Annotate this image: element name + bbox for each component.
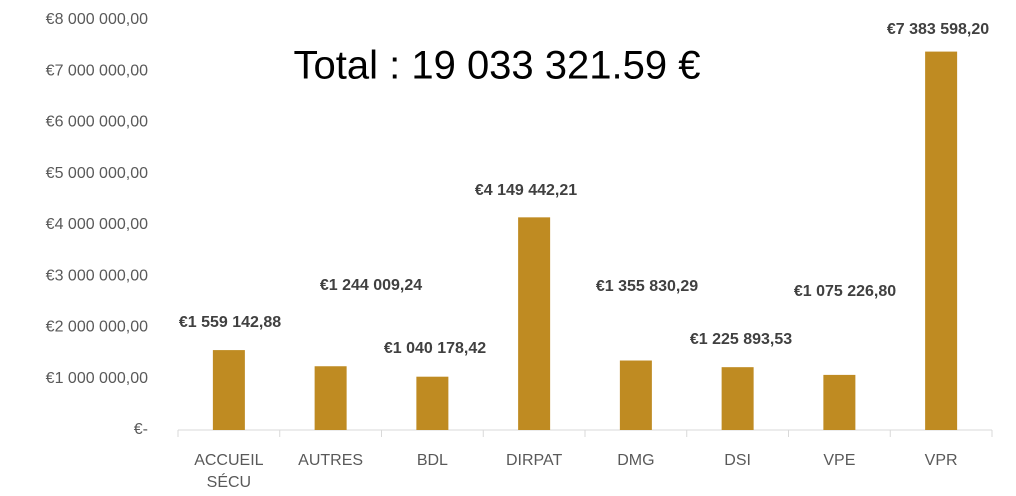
- bar: [823, 374, 856, 430]
- data-label: €1 225 893,53: [690, 331, 792, 348]
- data-label: €1 040 178,42: [384, 340, 486, 357]
- bar: [416, 376, 449, 430]
- y-tick-label: €2 000 000,00: [46, 319, 148, 336]
- bar: [212, 350, 245, 430]
- data-label: €1 244 009,24: [320, 277, 422, 294]
- x-tick-label: BDL: [416, 452, 448, 469]
- x-tick-label: DSI: [724, 452, 751, 469]
- bar: [925, 51, 958, 431]
- bar: [314, 366, 347, 430]
- bar: [721, 367, 754, 430]
- y-tick-label: €-: [134, 421, 148, 438]
- y-tick-label: €1 000 000,00: [46, 370, 148, 387]
- data-label: €7 383 598,20: [887, 21, 989, 38]
- y-tick-label: €6 000 000,00: [46, 114, 148, 131]
- x-tick-label: DIRPAT: [505, 452, 563, 469]
- x-tick-label: AUTRES: [298, 452, 364, 469]
- data-label: €1 355 830,29: [596, 278, 698, 295]
- data-label: €1 075 226,80: [794, 283, 896, 300]
- bar: [518, 217, 551, 430]
- x-tick-label: DMG: [617, 452, 655, 469]
- y-tick-label: €8 000 000,00: [46, 11, 148, 28]
- y-tick-label: €7 000 000,00: [46, 62, 148, 79]
- y-tick-label: €4 000 000,00: [46, 216, 148, 233]
- x-tick-label: VPR: [924, 452, 958, 469]
- x-tick-label: VPE: [823, 452, 856, 469]
- y-tick-label: €3 000 000,00: [46, 267, 148, 284]
- x-tick-label: ACCUEIL SÉCU: [194, 452, 264, 491]
- bar: [619, 360, 652, 430]
- data-label: €1 559 142,88: [179, 314, 281, 331]
- y-tick-label: €5 000 000,00: [46, 165, 148, 182]
- data-label: €4 149 442,21: [475, 182, 577, 199]
- chart-title: Total : 19 033 321.59 €: [294, 44, 701, 88]
